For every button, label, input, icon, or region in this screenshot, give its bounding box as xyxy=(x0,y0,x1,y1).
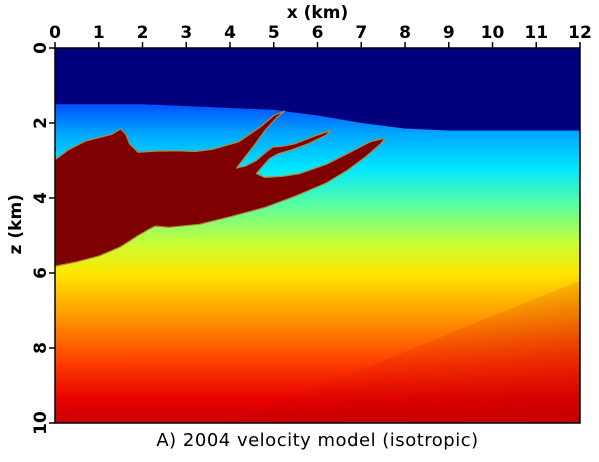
water-layer xyxy=(55,48,580,131)
y-tick-label: 0 xyxy=(31,42,51,54)
x-tick-label: 6 xyxy=(312,23,324,43)
deep-sediment-shading xyxy=(230,280,580,423)
x-tick-label: 11 xyxy=(524,23,548,43)
x-tick-label: 2 xyxy=(137,23,149,43)
y-axis-title: z (km) xyxy=(6,194,26,254)
x-tick-label: 8 xyxy=(399,23,411,43)
y-tick-label: 6 xyxy=(31,267,51,279)
salt-body xyxy=(55,110,386,267)
x-tick-label: 3 xyxy=(180,23,192,43)
x-tick-label: 12 xyxy=(568,23,592,43)
figure-caption: A) 2004 velocity model (isotropic) xyxy=(156,430,478,451)
y-axis: 0 2 4 6 8 10 xyxy=(31,42,55,435)
x-tick-label: 7 xyxy=(355,23,367,43)
x-axis-title: x (km) xyxy=(287,3,348,23)
y-tick-label: 4 xyxy=(31,192,51,204)
x-tick-label: 4 xyxy=(224,23,236,43)
x-tick-label: 0 xyxy=(49,23,61,43)
x-axis: 0 1 2 3 4 5 6 7 8 9 10 11 12 xyxy=(49,23,592,48)
heatmap-plot xyxy=(55,48,580,423)
x-tick-label: 10 xyxy=(481,23,505,43)
y-tick-label: 8 xyxy=(31,342,51,354)
x-tick-label: 1 xyxy=(93,23,105,43)
y-tick-label: 10 xyxy=(31,411,51,435)
x-tick-label: 5 xyxy=(268,23,280,43)
x-tick-label: 9 xyxy=(443,23,455,43)
y-tick-label: 2 xyxy=(31,117,51,129)
